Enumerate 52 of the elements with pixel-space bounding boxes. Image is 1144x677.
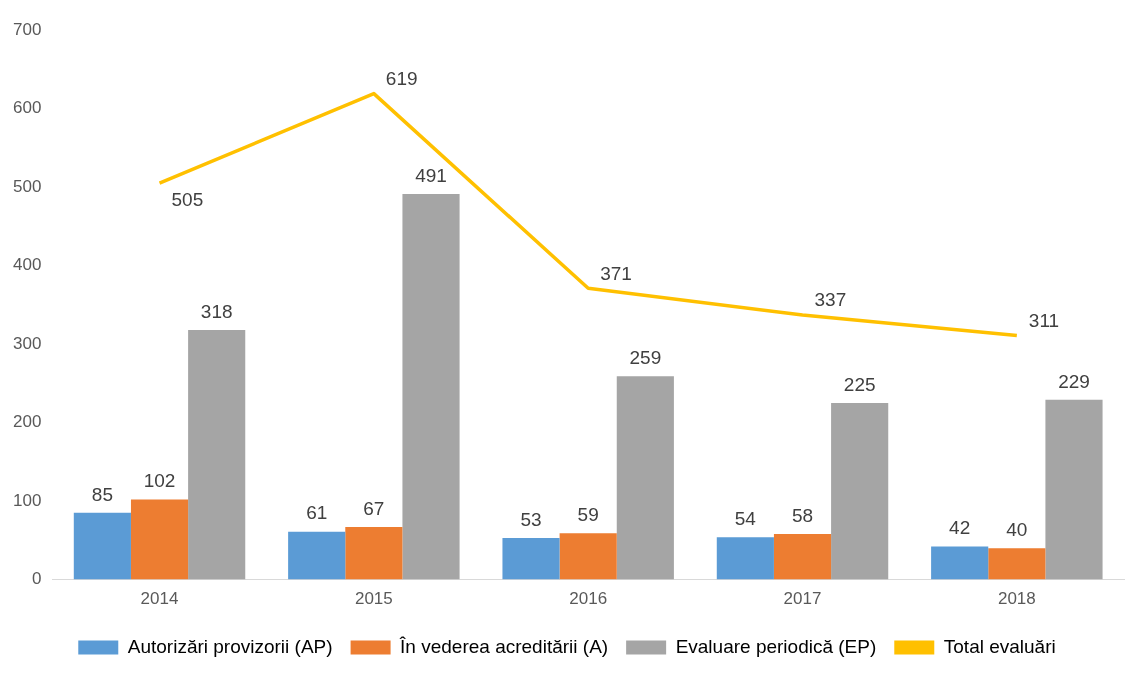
bar	[616, 376, 674, 580]
legend-label: Evaluare periodică (EP)	[675, 635, 877, 657]
bar	[288, 531, 346, 580]
data-label: 619	[385, 67, 418, 89]
x-tick-label: 2017	[783, 589, 822, 609]
data-label: 58	[791, 504, 814, 526]
bar	[559, 533, 617, 580]
bar	[831, 402, 889, 580]
data-label: 318	[200, 300, 233, 322]
x-tick-label: 2016	[569, 589, 608, 609]
x-tick-label: 2018	[997, 589, 1036, 609]
bar	[402, 194, 460, 580]
data-label: 102	[143, 470, 176, 492]
data-label: 371	[600, 262, 632, 284]
y-tick-label: 0	[31, 569, 42, 589]
data-label: 59	[577, 504, 599, 526]
y-tick-label: 200	[12, 412, 42, 432]
bar	[773, 534, 832, 580]
y-tick-label: 600	[12, 98, 42, 118]
y-tick-label: 700	[12, 19, 42, 39]
data-label: 259	[629, 346, 662, 368]
data-label: 61	[306, 502, 328, 524]
bar	[716, 537, 774, 580]
x-tick-label: 2015	[354, 589, 393, 609]
data-label: 311	[1028, 309, 1060, 331]
data-label: 54	[734, 507, 757, 529]
data-label: 40	[1006, 518, 1028, 540]
bar	[988, 548, 1046, 580]
legend-label: În vederea acreditării (A)	[399, 635, 609, 657]
y-tick-label: 500	[12, 176, 42, 196]
data-label: 225	[843, 373, 876, 395]
data-label: 491	[415, 164, 447, 186]
data-label: 85	[91, 483, 113, 505]
bar	[73, 512, 131, 580]
x-tick-label: 2014	[140, 589, 179, 609]
data-label: 229	[1058, 370, 1090, 392]
y-tick-label: 400	[12, 255, 42, 275]
legend-label: Autorizări provizorii (AP)	[127, 635, 333, 657]
bar	[1045, 399, 1103, 580]
data-label: 337	[814, 289, 847, 311]
data-label: 67	[363, 497, 385, 519]
data-label: 505	[171, 189, 204, 211]
legend-label: Total evaluări	[943, 635, 1056, 657]
data-label: 42	[949, 517, 971, 539]
data-label: 53	[520, 508, 542, 530]
bar	[345, 527, 403, 580]
bar	[931, 546, 989, 580]
bar	[502, 537, 560, 580]
y-tick-label: 300	[12, 333, 42, 353]
bar	[188, 329, 246, 580]
y-tick-label: 100	[12, 490, 42, 510]
bar	[130, 499, 189, 580]
